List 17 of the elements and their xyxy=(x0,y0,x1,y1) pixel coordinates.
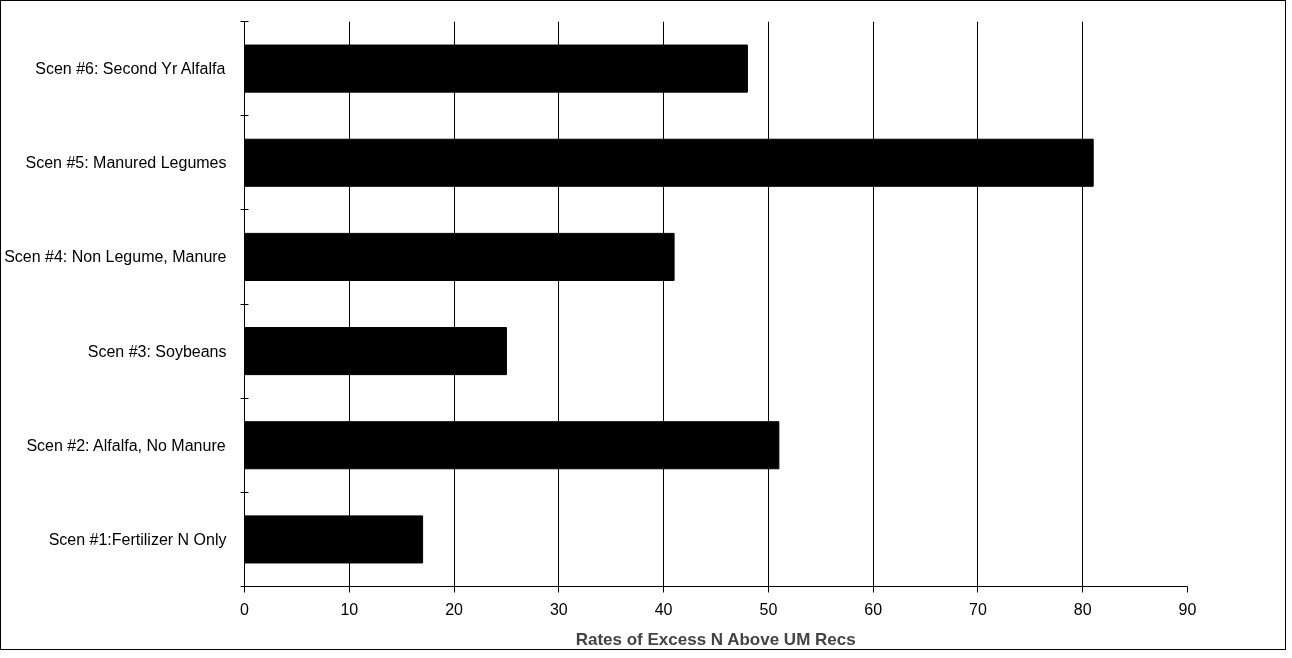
x-axis-title: Rates of Excess N Above UM Recs xyxy=(575,629,856,649)
y-tick-label: Scen #2: Alfalfa, No Manure xyxy=(26,436,226,454)
x-tick-label: 20 xyxy=(445,600,464,618)
y-tick-label: Scen #1:Fertilizer N Only xyxy=(48,530,227,548)
x-tick-label: 50 xyxy=(759,600,778,618)
x-tick-label: 40 xyxy=(654,600,673,618)
y-tick-label: Scen #3: Soybeans xyxy=(87,342,227,360)
y-tick-label: Scen #4: Non Legume, Manure xyxy=(4,248,227,266)
x-tick-label: 70 xyxy=(969,600,987,618)
y-tick-label: Scen #6: Second Yr Alfalfa xyxy=(35,60,226,78)
x-tick-label: 80 xyxy=(1073,600,1092,618)
x-tick-label: 0 xyxy=(240,600,250,618)
y-tick-label: Scen #5: Manured Legumes xyxy=(25,154,227,172)
x-tick-label: 90 xyxy=(1178,600,1197,618)
x-tick-label: 10 xyxy=(340,600,359,618)
x-tick-label: 30 xyxy=(549,600,568,618)
x-tick-label: 60 xyxy=(864,600,883,618)
